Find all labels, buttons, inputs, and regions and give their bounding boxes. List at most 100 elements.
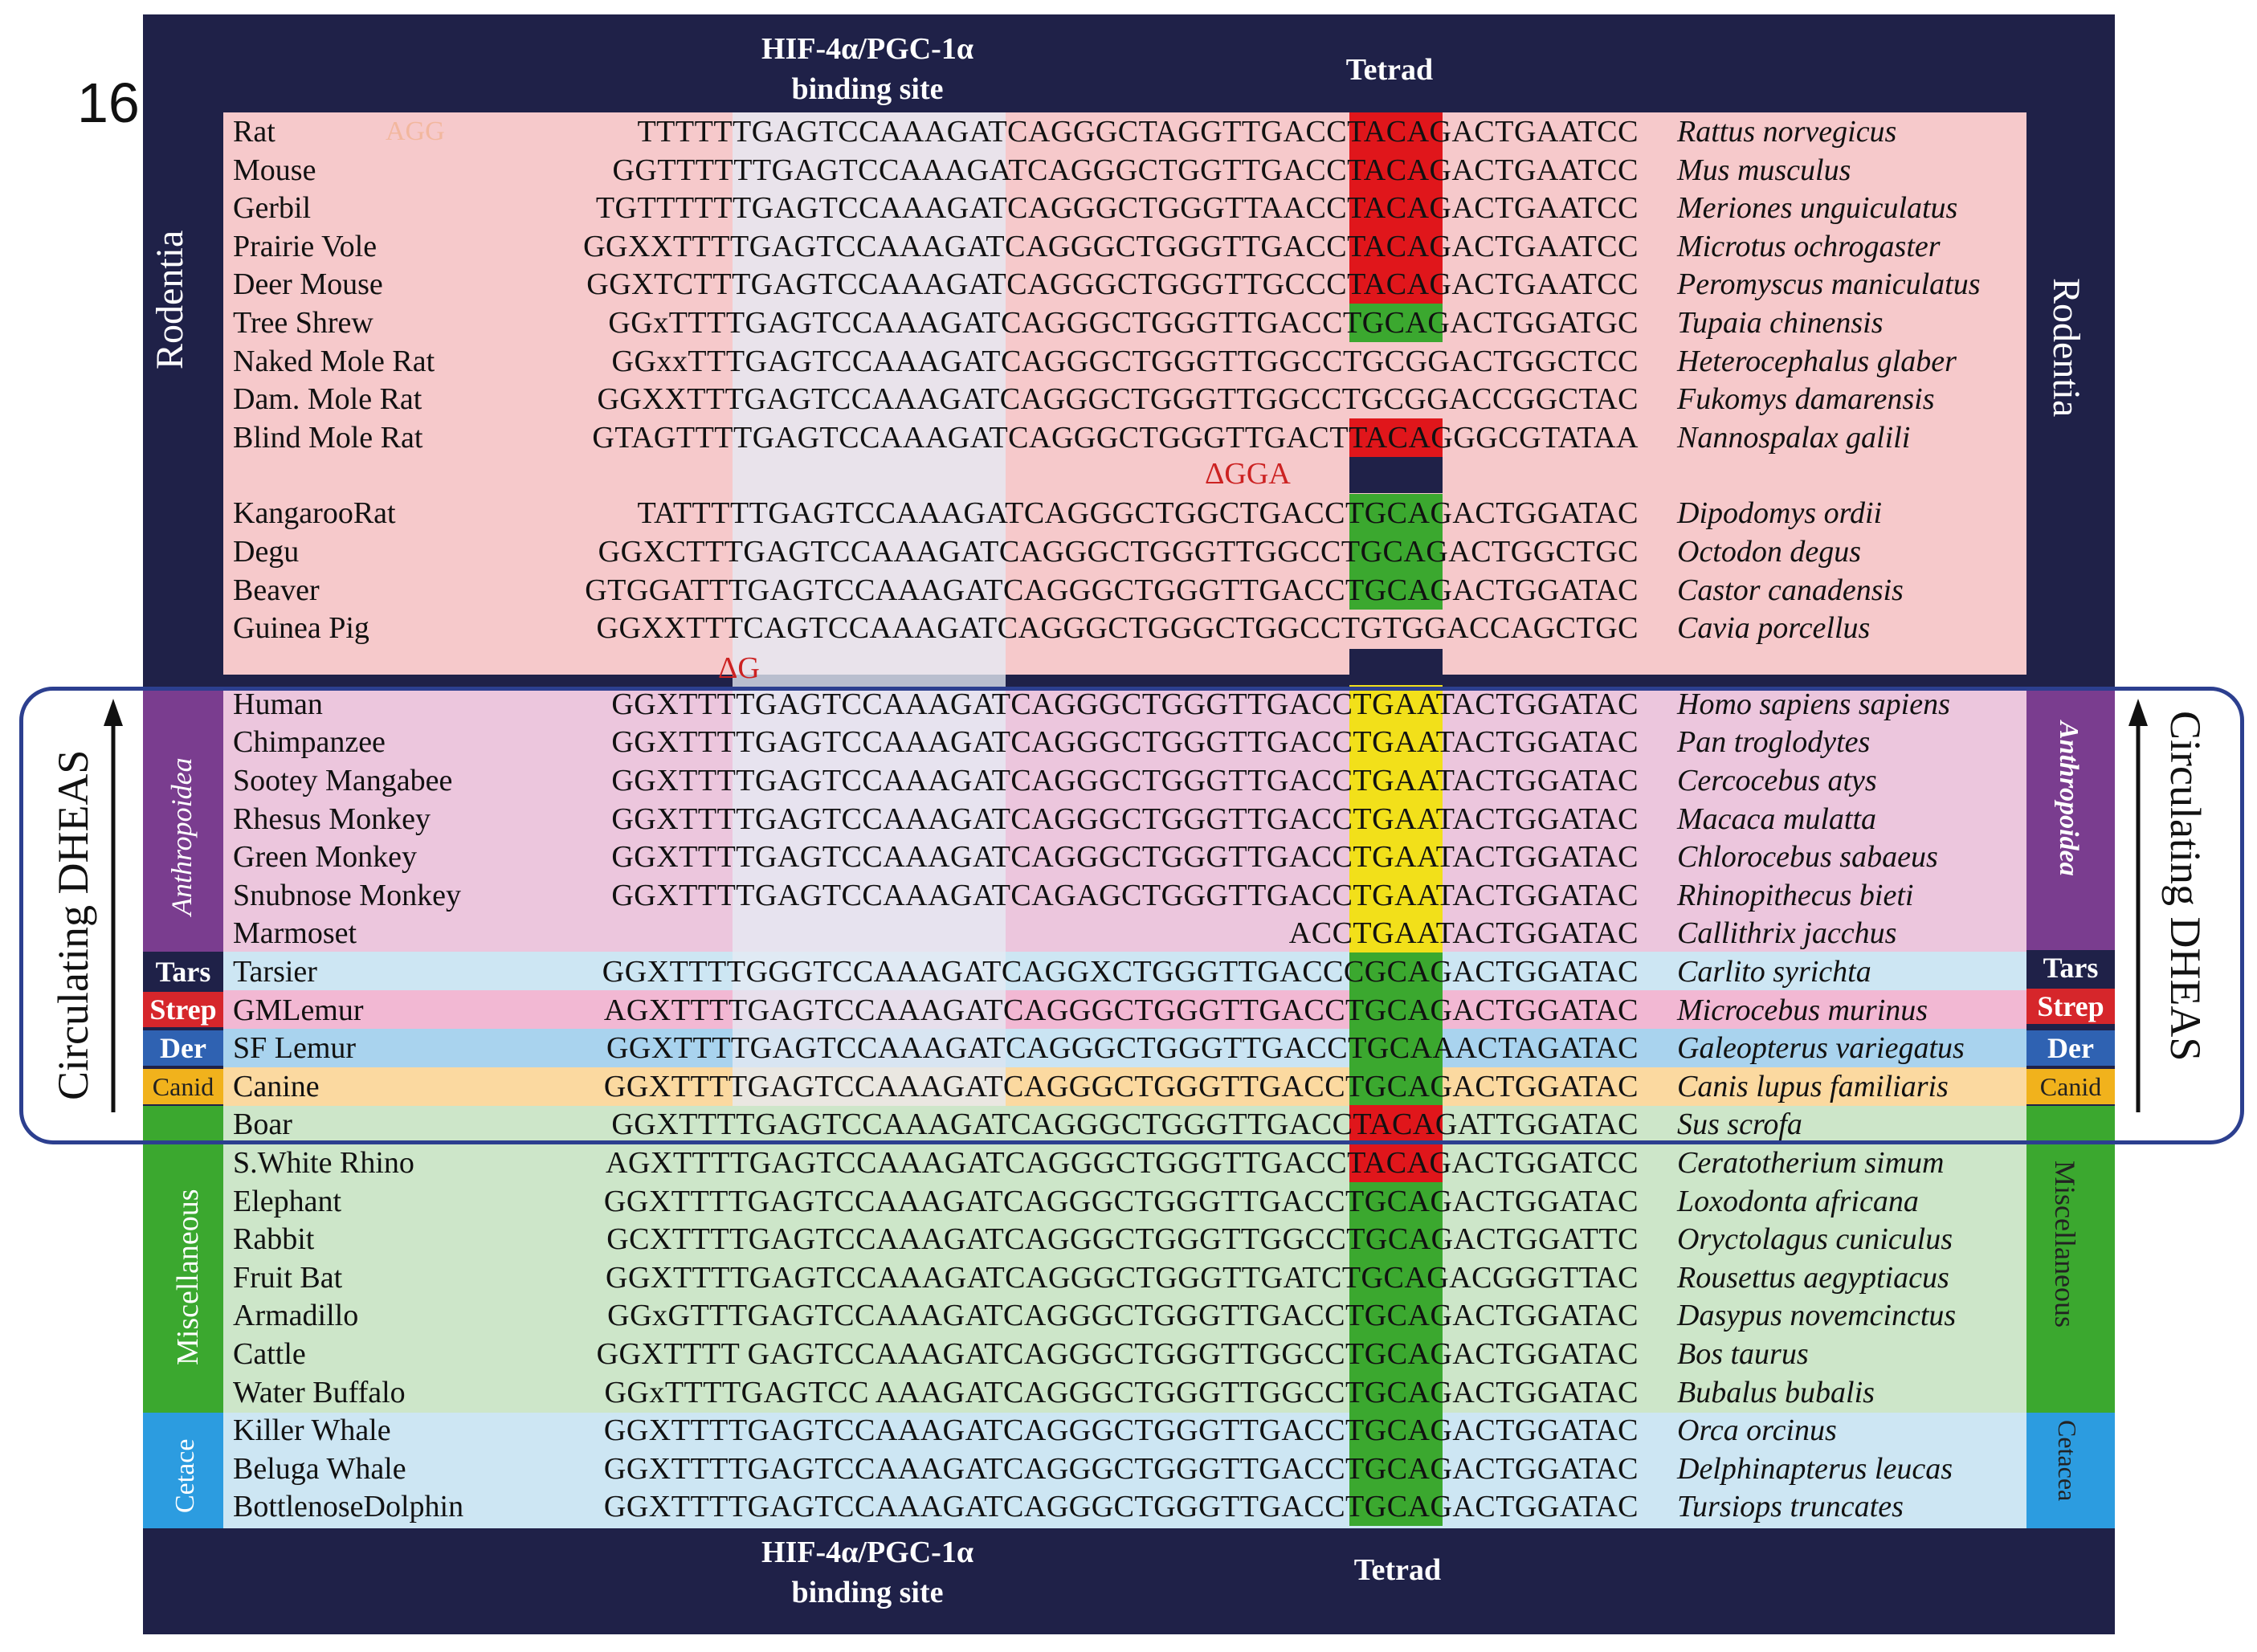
rodentia-label-left: Rodentia bbox=[149, 230, 191, 369]
species-scientific-name: Galeopterus variegatus bbox=[1677, 1031, 1965, 1066]
species-common-name: S.White Rhino bbox=[233, 1146, 414, 1180]
species-common-name: Naked Mole Rat bbox=[233, 344, 435, 378]
tetrad-cell bbox=[1349, 494, 1443, 533]
strep-chip-right: Strep bbox=[2026, 989, 2115, 1024]
species-scientific-name: Carlito syrichta bbox=[1677, 955, 1871, 989]
misc-band bbox=[223, 1106, 2026, 1413]
tetrad-cell bbox=[1349, 226, 1443, 266]
tetrad-cell bbox=[1349, 570, 1443, 610]
tetrad-cell bbox=[1349, 875, 1443, 915]
species-common-name: Armadillo bbox=[233, 1299, 359, 1333]
species-common-name: Killer Whale bbox=[233, 1413, 391, 1448]
species-common-name: Elephant bbox=[233, 1184, 342, 1218]
dna-sequence: GGXTTTTGAGTCCAAAGATCAGGGCTGGGTTGACCTGAAT… bbox=[611, 840, 1639, 875]
species-scientific-name: Peromyscus maniculatus bbox=[1677, 267, 1981, 302]
tarsier-band bbox=[223, 952, 2026, 990]
dna-sequence: GGXTTTTGAGTCCAAAGATCAGAGCTGGGTTGACCTGAAT… bbox=[611, 878, 1639, 912]
species-common-name: Deer Mouse bbox=[233, 267, 383, 302]
species-common-name: Green Monkey bbox=[233, 840, 417, 875]
dna-sequence: GGxTTTTGAGTCCAAAGATCAGGGCTGGGTTGACCTGCAG… bbox=[608, 306, 1639, 340]
species-scientific-name: Orca orcinus bbox=[1677, 1413, 1837, 1448]
species-scientific-name: Octodon degus bbox=[1677, 535, 1862, 569]
tars-chip-right: Tars bbox=[2026, 950, 2115, 985]
species-common-name: Boar bbox=[233, 1107, 292, 1142]
anthropoidea-band bbox=[223, 687, 2026, 952]
canid-chip-right: Canid bbox=[2026, 1069, 2115, 1104]
tetrad-cell bbox=[1349, 761, 1443, 800]
species-common-name: Sootey Mangabee bbox=[233, 764, 453, 797]
species-common-name: Marmoset bbox=[233, 916, 357, 951]
species-scientific-name: Rhinopithecus bieti bbox=[1677, 878, 1914, 912]
species-common-name: Guinea Pig bbox=[233, 611, 369, 646]
species-scientific-name: Cavia porcellus bbox=[1677, 611, 1871, 646]
tetrad-cell bbox=[1349, 914, 1443, 953]
species-common-name: Dam. Mole Rat bbox=[233, 382, 422, 417]
tetrad-cell bbox=[1349, 990, 1443, 1030]
dna-sequence: GGXTTTTGAGTCCAAAGATCAGGGCTGGGTTGACCTGCAG… bbox=[603, 1413, 1639, 1448]
species-scientific-name: Pan troglodytes bbox=[1677, 725, 1871, 760]
dna-sequence: GGXTTTTGAGTCCAAAGATCAGGGCTGGGTTGACCTGCAA… bbox=[606, 1031, 1639, 1066]
dna-sequence: GGXTTTTGAGTCCAAAGATCAGGGCTGGGTTGACCTGAAT… bbox=[611, 725, 1639, 760]
species-scientific-name: Microtus ochrogaster bbox=[1677, 229, 1941, 263]
strep-band bbox=[223, 990, 2026, 1029]
species-scientific-name: Callithrix jacchus bbox=[1677, 916, 1897, 951]
dna-sequence: GGXTTTTGAGTCCAAAGATCAGGGCTGGGTTGACCTGCAG… bbox=[603, 1184, 1639, 1218]
bottom-tetrad-header: Tetrad bbox=[1353, 1553, 1442, 1587]
rodentia-side-left bbox=[143, 112, 223, 675]
species-common-name: Blind Mole Rat bbox=[233, 420, 423, 455]
tetrad-cell bbox=[1349, 150, 1443, 190]
species-scientific-name: Canis lupus familiaris bbox=[1677, 1069, 1949, 1103]
panel-number: 16 bbox=[77, 71, 140, 134]
tetrad-gap-rodent bbox=[1349, 455, 1443, 493]
top-tetrad-header: Tetrad bbox=[1345, 53, 1434, 87]
species-common-name: Prairie Vole bbox=[233, 229, 378, 263]
species-scientific-name: Tupaia chinensis bbox=[1677, 306, 1884, 340]
cetacea-band bbox=[223, 1413, 2026, 1528]
species-common-name: SF Lemur bbox=[233, 1031, 357, 1066]
deletion-gga: ΔGGA bbox=[1205, 457, 1291, 491]
dna-sequence: GGXTTTTGAGTCCAAAGATCAGGGCTGGGTTGACCTGCAG… bbox=[603, 1451, 1639, 1486]
rat-faint-mark: AGG bbox=[386, 116, 445, 146]
tetrad-cell bbox=[1349, 304, 1443, 342]
tetrad-cell bbox=[1349, 1296, 1443, 1336]
species-common-name: Human bbox=[233, 687, 323, 721]
dna-sequence: GGXXTTTTGAGTCCAAAGATCAGGGCTGGGTTGACCTACA… bbox=[583, 229, 1639, 263]
dna-sequence: GGXTTTTGAGTCCAAAGATCAGGGCTGGGTTGACCTGAAT… bbox=[611, 802, 1639, 836]
tetrad-cell bbox=[1349, 799, 1443, 838]
dna-sequence: TTTTTTGAGTCCAAAGATCAGGGCTAGGTTGACCTACAGA… bbox=[637, 115, 1639, 149]
dna-sequence: GTGGATTTGAGTCCAAAGATCAGGGCTGGGTTGACCTGCA… bbox=[585, 573, 1639, 607]
dna-sequence: GGXTTTTGGGTCCAAAGATCAGGXCTGGGTTGACCCGCAG… bbox=[602, 955, 1639, 989]
dna-sequence: GGXTTTTGAGTCCAAAGATCAGGGCTGGGTTGACCTGAAT… bbox=[611, 687, 1639, 721]
misc-label-right: Miscellaneous bbox=[2049, 1160, 2081, 1328]
tetrad-cell bbox=[1349, 952, 1443, 991]
species-scientific-name: Macaca mulatta bbox=[1677, 802, 1877, 836]
species-scientific-name: Nannospalax galili bbox=[1677, 420, 1911, 455]
tetrad-cell bbox=[1349, 1411, 1443, 1450]
anthropoidea-side-left bbox=[143, 687, 223, 952]
dna-sequence: GGXTTTTGAGTCCAAAGATCAGGGCTGGGTTGACCTACAG… bbox=[611, 1107, 1639, 1142]
cetacea-label-right: Cetacea bbox=[2053, 1420, 2082, 1502]
species-common-name: BottlenoseDolphin bbox=[233, 1490, 464, 1524]
tetrad-cell bbox=[1349, 723, 1443, 762]
tetrad-cell bbox=[1349, 838, 1443, 877]
tetrad-cell bbox=[1349, 1144, 1443, 1182]
species-scientific-name: Mus musculus bbox=[1677, 153, 1851, 187]
species-scientific-name: Dipodomys ordii bbox=[1677, 496, 1883, 531]
top-binding-site-line2: binding site bbox=[791, 72, 944, 106]
dheas-arrow-left-icon bbox=[104, 699, 123, 1112]
dna-sequence: GCXTTTTGAGTCCAAAGATCAGGGCTGGGTTGGCCTGCAG… bbox=[606, 1222, 1639, 1257]
species-common-name: Cattle bbox=[233, 1337, 306, 1371]
species-common-name: Mouse bbox=[233, 153, 316, 187]
dna-sequence: GGXTTTTGAGTCCAAAGATCAGGGCTGGGTTGATCTGCAG… bbox=[606, 1260, 1639, 1295]
dheas-label-left: Circulating DHEAS bbox=[49, 749, 97, 1100]
top-binding-site-header: HIF-4α/PGC-1α binding site bbox=[707, 29, 1028, 109]
anthropoidea-side-right bbox=[2026, 687, 2115, 952]
der-sequence-highlight bbox=[1006, 1029, 1351, 1067]
circulating-dheas-outline bbox=[19, 687, 2244, 1144]
bottom-binding-site-header: HIF-4α/PGC-1α binding site bbox=[707, 1532, 1028, 1613]
species-scientific-name: Chlorocebus sabaeus bbox=[1677, 840, 1938, 875]
rodentia-label-right: Rodentia bbox=[2045, 278, 2088, 418]
species-scientific-name: Ceratotherium simum bbox=[1677, 1146, 1945, 1180]
dna-sequence: GGXXTTTCAGTCCAAAGATCAGGGCTGGGCTGGCCTGTGG… bbox=[596, 611, 1639, 646]
dna-sequence: TATTTTTGAGTCCAAAGATCAGGGCTGGCTGACCTGCAGA… bbox=[637, 496, 1639, 531]
